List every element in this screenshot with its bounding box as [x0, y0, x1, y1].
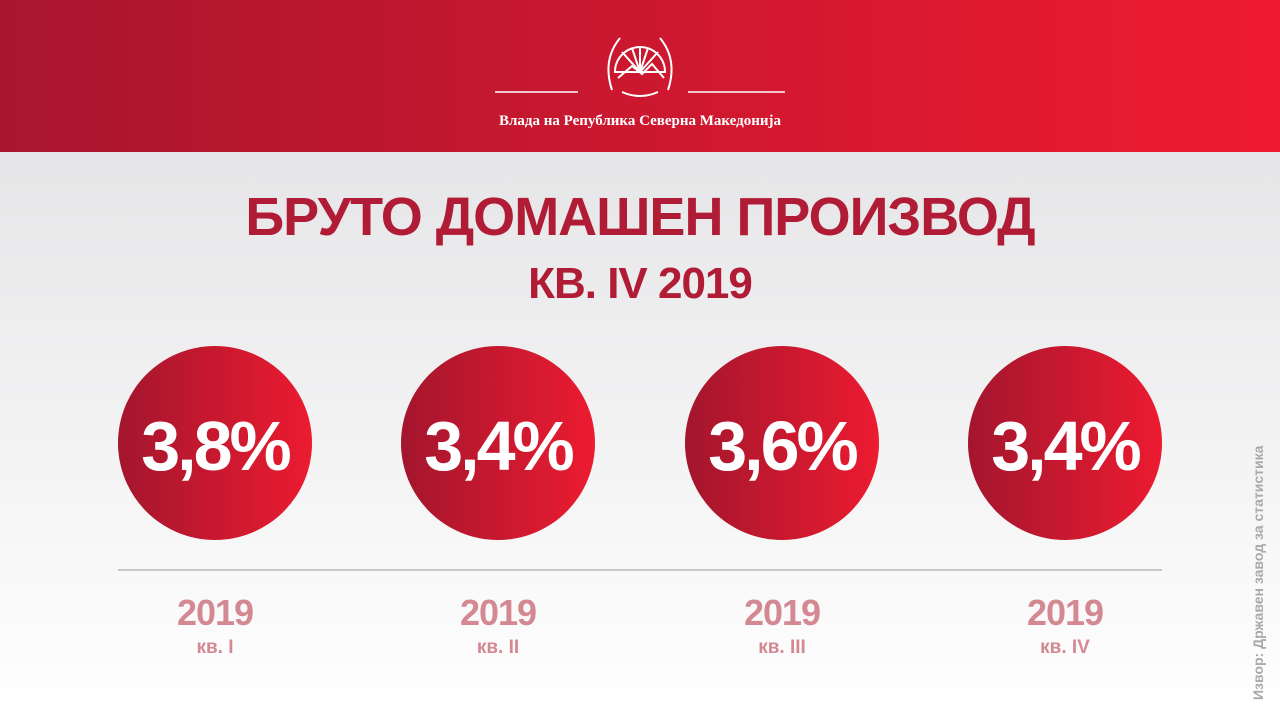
value-circle	[968, 346, 1162, 540]
value-circle	[118, 346, 312, 540]
value-label: 3,6%	[708, 407, 857, 485]
title: БРУТО ДОМАШЕН ПРОИЗВОД	[245, 187, 1035, 247]
year-label: 2019	[1027, 592, 1103, 633]
subtitle: КВ. IV 2019	[528, 259, 752, 308]
org-name: Влада на Република Северна Македонија	[499, 113, 781, 129]
year-label: 2019	[744, 592, 820, 633]
quarter-label: кв. I	[196, 637, 233, 658]
value-label: 3,8%	[141, 407, 290, 485]
emblem	[607, 37, 673, 97]
value-label: 3,4%	[991, 407, 1140, 485]
header-bar	[0, 0, 1280, 152]
source: Извор: Државен завод за статистика	[1250, 445, 1266, 700]
quarter-label: кв. III	[758, 637, 806, 658]
year-label: 2019	[460, 592, 536, 633]
value-label: 3,4%	[424, 407, 573, 485]
year-label: 2019	[177, 592, 253, 633]
quarter-label: кв. IV	[1040, 637, 1090, 658]
value-circle	[685, 346, 879, 540]
value-circle	[401, 346, 595, 540]
items: 3,8% 2019 кв. I 3,4% 2019 кв. II 3,6% 2019 кв. I…	[118, 346, 1162, 658]
quarter-label: кв. II	[477, 637, 519, 658]
